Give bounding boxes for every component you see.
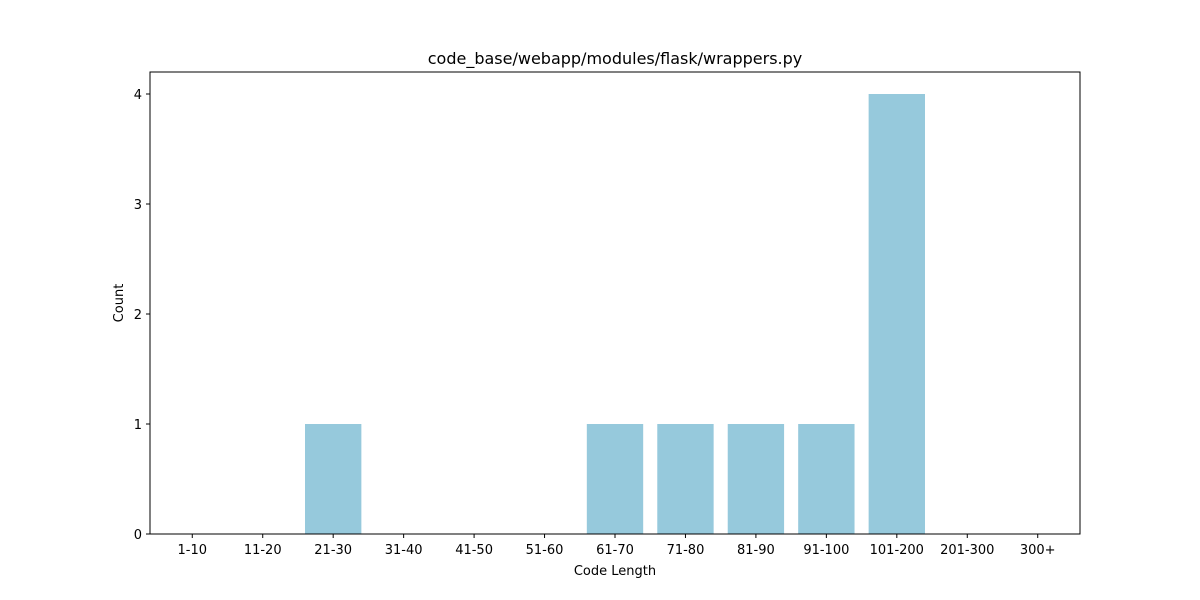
y-axis-label: Count xyxy=(112,284,127,323)
y-tick-label: 1 xyxy=(134,418,142,433)
x-axis: 1-10 11-20 21-30 31-40 41-50 51-60 61-70 71-80 8… xyxy=(178,534,1056,558)
bar-81-90 xyxy=(727,424,785,534)
bar-71-80 xyxy=(657,424,714,534)
x-tick-label: 11-20 xyxy=(244,543,282,558)
x-tick-label: 201-300 xyxy=(940,543,994,558)
y-axis: 0 1 2 3 4 xyxy=(134,88,150,543)
x-tick-label: 31-40 xyxy=(385,543,423,558)
x-tick-label: 41-50 xyxy=(455,543,493,558)
y-tick-label: 3 xyxy=(134,198,142,213)
bars-group xyxy=(305,94,925,534)
bar-21-30 xyxy=(305,424,362,534)
x-tick-label: 51-60 xyxy=(526,543,564,558)
y-tick-label: 4 xyxy=(134,88,142,103)
x-tick-label: 91-100 xyxy=(803,543,849,558)
y-tick-label: 2 xyxy=(134,308,142,323)
bar-101-200 xyxy=(868,94,925,534)
x-tick-label: 101-200 xyxy=(870,543,924,558)
x-tick-label: 71-80 xyxy=(667,543,705,558)
chart-title: code_base/webapp/modules/flask/wrappers.… xyxy=(428,49,803,69)
x-tick-label: 21-30 xyxy=(314,543,352,558)
bar-61-70 xyxy=(586,424,644,534)
x-tick-label: 300+ xyxy=(1020,543,1056,558)
x-axis-label: Code Length xyxy=(574,564,656,579)
bar-91-100 xyxy=(798,424,855,534)
x-tick-label: 1-10 xyxy=(178,543,208,558)
x-tick-label: 61-70 xyxy=(596,543,634,558)
x-tick-label: 81-90 xyxy=(737,543,775,558)
y-tick-label: 0 xyxy=(134,528,142,543)
